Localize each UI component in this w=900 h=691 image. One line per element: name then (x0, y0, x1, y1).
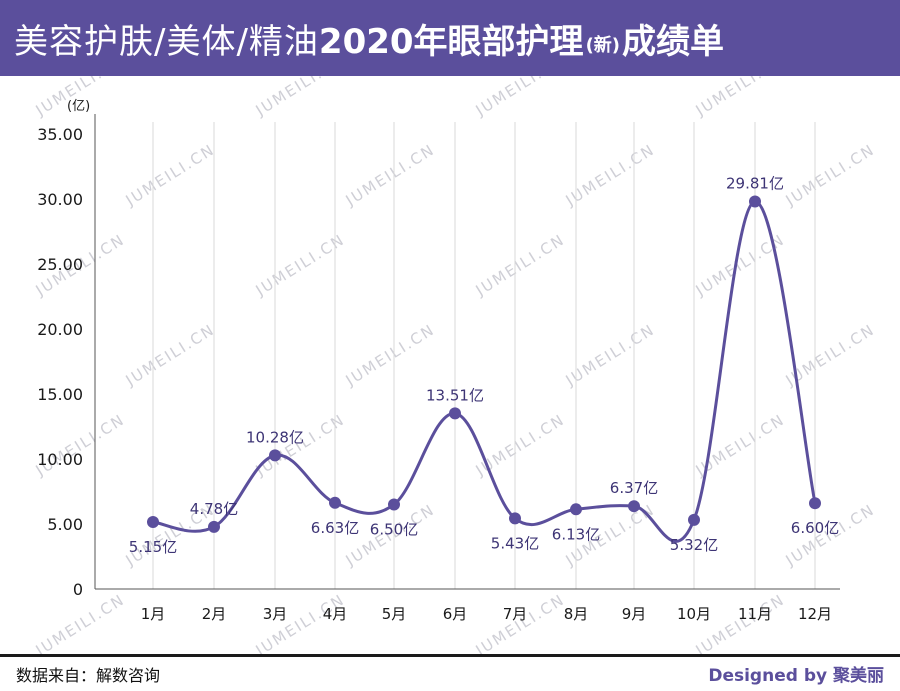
data-point (809, 497, 821, 510)
x-tick-label: 8月 (564, 605, 589, 623)
data-label: 6.60亿 (791, 519, 839, 537)
data-label: 5.43亿 (491, 534, 539, 552)
watermark-text: JUMEILI.CN (252, 230, 348, 300)
y-tick-label: 25.00 (37, 255, 83, 274)
watermark-text: JUMEILI.CN (692, 590, 788, 656)
x-tick-label: 4月 (323, 605, 348, 623)
x-tick-label: 1月 (141, 605, 166, 623)
watermark-text: JUMEILI.CN (782, 140, 878, 210)
y-tick-label: 5.00 (47, 515, 83, 534)
data-label: 6.63亿 (311, 519, 359, 537)
designed-by-brand: 聚美丽 (833, 666, 884, 686)
data-label: 6.50亿 (370, 521, 418, 539)
x-tick-label: 3月 (263, 605, 288, 623)
grid-lines (152, 122, 816, 589)
data-label: 29.81亿 (726, 174, 784, 192)
x-tick-label: 2月 (202, 605, 227, 623)
data-point (388, 498, 400, 511)
axes (94, 114, 840, 590)
data-point (269, 449, 281, 462)
designed-by-prefix: Designed by (708, 666, 833, 686)
data-label: 5.32亿 (670, 536, 718, 554)
x-axis-ticks: 1月 2月 3月 4月 5月 6月 7月 8月 9月 10月 11月 12月 (141, 605, 832, 623)
x-tick-label: 12月 (798, 605, 832, 623)
title-year-category: 2020年眼部护理 (318, 21, 584, 62)
watermark-text: JUMEILI.CN (472, 410, 568, 480)
x-tick-label: 10月 (677, 605, 711, 623)
data-label: 5.15亿 (129, 538, 177, 556)
y-tick-label: 30.00 (37, 190, 83, 209)
data-point (329, 496, 341, 509)
data-point (449, 407, 461, 420)
watermark-text: JUMEILI.CN (472, 76, 568, 120)
data-label: 13.51亿 (426, 386, 484, 404)
data-labels: 5.15亿 4.78亿 10.28亿 6.63亿 6.50亿 13.51亿 5.43亿 6.1… (129, 174, 839, 556)
data-label: 10.28亿 (246, 428, 304, 446)
watermark-text: JUMEILI.CN (472, 590, 568, 656)
watermark-text: JUMEILI.CN (692, 76, 788, 120)
data-point (688, 513, 700, 526)
data-label: 4.78亿 (190, 500, 238, 518)
watermark-text: JUMEILI.CN (342, 320, 438, 390)
watermark-text: JUMEILI.CN (32, 410, 128, 480)
chart-area: JUMEILI.CN JUMEILI.CN JUMEILI.CN JUMEILI.CN… (0, 76, 900, 656)
x-tick-label: 6月 (443, 605, 468, 623)
watermark-text: JUMEILI.CN (342, 140, 438, 210)
x-tick-label: 5月 (382, 605, 407, 623)
watermark-text: JUMEILI.CN (122, 140, 218, 210)
watermark-layer: JUMEILI.CN JUMEILI.CN JUMEILI.CN JUMEILI.CN… (32, 76, 878, 656)
data-point (147, 516, 159, 529)
y-tick-label: 15.00 (37, 385, 83, 404)
y-tick-label: 20.00 (37, 320, 83, 339)
title-category: 美容护肤/美体/精油 (14, 21, 319, 62)
x-tick-label: 11月 (738, 605, 772, 623)
title-report-card: 成绩单 (622, 21, 725, 62)
footer-divider (0, 654, 900, 657)
line-chart: JUMEILI.CN JUMEILI.CN JUMEILI.CN JUMEILI.CN… (32, 76, 878, 656)
y-tick-label: 35.00 (37, 125, 83, 144)
title-new-tag: (新) (585, 35, 621, 56)
watermark-text: JUMEILI.CN (472, 230, 568, 300)
data-point (628, 500, 640, 513)
data-point (509, 512, 521, 525)
watermark-text: JUMEILI.CN (122, 320, 218, 390)
data-point (749, 195, 761, 208)
designed-by: Designed by 聚美丽 (708, 661, 884, 686)
watermark-text: JUMEILI.CN (32, 590, 128, 656)
data-label: 6.37亿 (610, 479, 658, 497)
y-axis-unit: (亿) (67, 99, 90, 114)
data-source: 数据来自：解数咨询 (16, 666, 161, 685)
y-axis-ticks: 0 5.00 10.00 15.00 20.00 25.00 30.00 35.00 (37, 125, 83, 599)
x-tick-label: 7月 (503, 605, 528, 623)
y-tick-label: 10.00 (37, 450, 83, 469)
title-banner: 美容护肤/美体/精油 2020年眼部护理 (新) 成绩单 (0, 0, 900, 76)
data-points (147, 195, 821, 533)
series-line (152, 199, 817, 543)
x-tick-label: 9月 (622, 605, 647, 623)
y-tick-label: 0 (73, 580, 83, 599)
data-point (208, 520, 220, 533)
data-label: 6.13亿 (552, 525, 600, 543)
watermark-text: JUMEILI.CN (252, 590, 348, 656)
data-point (570, 503, 582, 516)
watermark-text: JUMEILI.CN (252, 76, 348, 120)
